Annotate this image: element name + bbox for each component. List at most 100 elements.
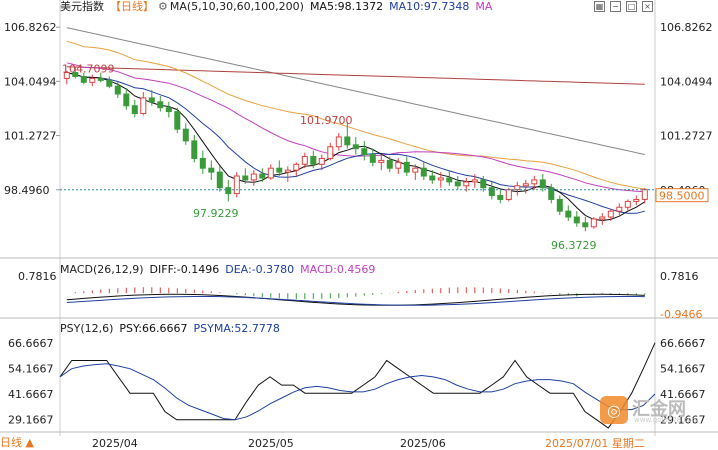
- candle-body: [174, 111, 181, 130]
- psy-y-tick-left: 29.1667: [8, 413, 54, 426]
- candle-body: [182, 128, 189, 142]
- candle-body: [565, 210, 572, 218]
- low-annotation: 97.9229: [193, 207, 239, 220]
- close-icon[interactable]: ×: [642, 1, 653, 12]
- y-tick-label-right: 106.8262: [660, 21, 713, 34]
- psy-line: [59, 342, 656, 429]
- candle-body: [327, 146, 334, 159]
- candle-body: [259, 173, 266, 179]
- candle-body: [131, 105, 138, 115]
- symbol-title: 美元指数: [60, 0, 104, 13]
- high-annotation: 104.7099: [62, 62, 115, 75]
- x-tick-label: 2025/04: [92, 437, 138, 450]
- ma30-line: [66, 62, 645, 193]
- psy-y-tick-left: 54.1667: [8, 362, 54, 375]
- macd-y-tick-right: 0.7816: [660, 270, 699, 283]
- candle-body: [488, 187, 495, 197]
- candle-body: [199, 157, 206, 169]
- peak-annotation: 101.9700: [300, 114, 353, 127]
- ma100-line: [66, 66, 645, 85]
- layout-icon[interactable]: ▦: [594, 1, 605, 12]
- candle-body: [267, 167, 274, 179]
- candle-body: [344, 136, 351, 146]
- candle-body: [140, 97, 147, 115]
- diff-line: [66, 293, 645, 306]
- y-tick-label-right: 101.2727: [660, 130, 713, 143]
- candle-body: [556, 198, 563, 212]
- ma200-line: [66, 27, 645, 155]
- candle-body: [242, 175, 249, 181]
- period-tab[interactable]: 【日线】: [110, 0, 154, 13]
- macd-macd: MACD:0.4569: [300, 263, 376, 276]
- candle-body: [599, 216, 606, 220]
- candle-body: [480, 179, 487, 189]
- watermark: ◎ 汇金网 www.gold678.com: [600, 392, 708, 428]
- candle-body: [352, 144, 359, 150]
- settings-icon[interactable]: ⚙: [158, 0, 168, 13]
- psy-header: PSY(12,6) PSY:66.6667 PSYMA:52.7778: [60, 322, 286, 336]
- psyma-value: PSYMA:52.7778: [193, 322, 280, 335]
- candle-body: [208, 167, 215, 173]
- candle-body: [624, 200, 631, 208]
- candle-body: [633, 198, 640, 202]
- dea-line: [66, 295, 645, 306]
- candle-body: [573, 216, 580, 224]
- candle-body: [641, 189, 648, 200]
- macd-dea: DEA:-0.3780: [225, 263, 295, 276]
- candle-body: [539, 179, 546, 189]
- candle-body: [437, 177, 444, 181]
- candle-body: [276, 167, 283, 173]
- y-tick-label-left: 106.8262: [4, 21, 57, 34]
- candle-body: [284, 169, 291, 173]
- watermark-url: www.gold678.com: [634, 416, 699, 424]
- candle-body: [378, 159, 385, 163]
- macd-diff: DIFF:-0.1496: [149, 263, 220, 276]
- candle-body: [386, 159, 393, 169]
- candle-body: [216, 171, 223, 189]
- y-tick-label-left: 104.0494: [4, 75, 57, 88]
- x-tick-label: 2025/05: [248, 437, 294, 450]
- candle-body: [233, 175, 240, 195]
- candle-body: [607, 210, 614, 218]
- last-price-label: 98.5000: [659, 190, 705, 203]
- candle-body: [97, 77, 104, 81]
- candle-body: [369, 154, 376, 163]
- period-tab-bottom[interactable]: 日线 ▲: [0, 436, 34, 449]
- ma-label: MA(5,10,30,60,100,200): [169, 0, 304, 13]
- candle-body: [497, 195, 504, 200]
- candle-body: [63, 72, 70, 79]
- y-tick-label-right: 104.0494: [660, 75, 713, 88]
- macd-y-tick-left: 0.7816: [18, 270, 57, 283]
- maximize-icon[interactable]: □: [626, 1, 637, 12]
- psyma-line: [59, 363, 656, 421]
- watermark-text: 汇金网: [632, 399, 686, 420]
- main-header: 美元指数 【日线】 ⚙ MA(5,10,30,60,100,200) MA5:98.13…: [60, 0, 498, 14]
- candle-body: [463, 181, 470, 187]
- candle-body: [505, 189, 512, 200]
- candle-body: [89, 77, 96, 83]
- minimize-icon[interactable]: −: [610, 1, 621, 12]
- psy-y-tick-right: 66.6667: [660, 337, 706, 350]
- candle-body: [471, 179, 478, 183]
- candle-body: [80, 75, 87, 83]
- candle-body: [420, 167, 427, 177]
- psy-value: PSY:66.6667: [119, 322, 188, 335]
- ma10-value: MA10:97.7348: [389, 0, 470, 13]
- candle-body: [250, 173, 257, 181]
- ma60-line: [66, 40, 645, 190]
- candle-body: [157, 101, 164, 109]
- x-tick-label: 2025/06: [400, 437, 446, 450]
- psy-y-tick-right: 54.1667: [660, 362, 706, 375]
- macd-y-tick-right: -0.9466: [660, 308, 702, 321]
- candle-body: [310, 155, 317, 165]
- candle-body: [395, 161, 402, 169]
- candle-body: [403, 161, 410, 173]
- candle-body: [446, 177, 453, 183]
- candle-body: [293, 163, 300, 171]
- candle-body: [301, 155, 308, 165]
- candle-body: [191, 140, 198, 159]
- last-price-box: [655, 188, 709, 203]
- candle-body: [522, 183, 529, 187]
- candle-body: [123, 93, 130, 107]
